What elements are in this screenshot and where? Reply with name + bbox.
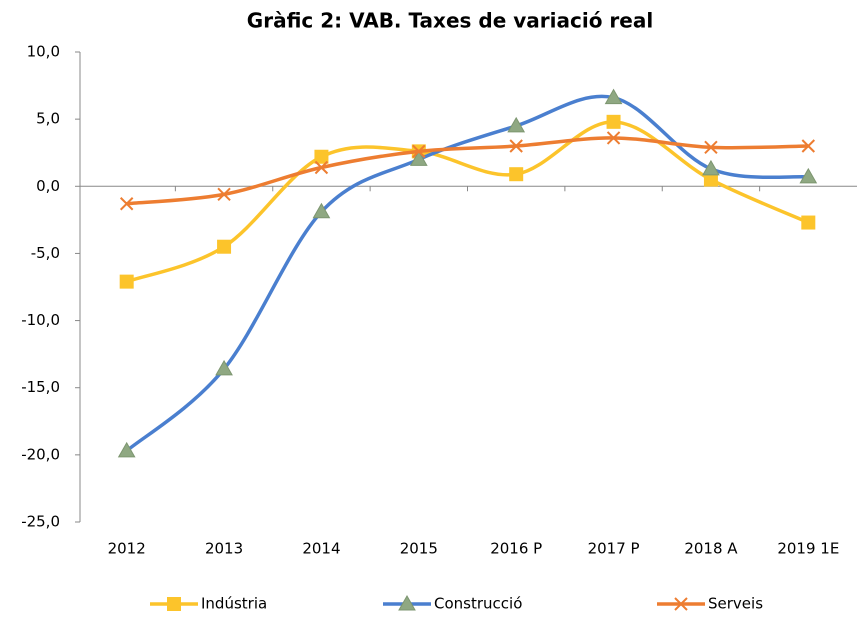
chart-title: Gràfic 2: VAB. Taxes de variació real	[247, 9, 653, 33]
x-tick-label: 2012	[108, 540, 146, 558]
marker	[604, 88, 623, 105]
marker	[314, 160, 329, 175]
marker	[412, 144, 426, 159]
marker	[409, 150, 428, 166]
series-line	[126, 120, 810, 284]
x-tick-label: 2016 P	[490, 540, 542, 558]
marker	[217, 187, 231, 202]
marker	[703, 172, 718, 187]
marker	[507, 116, 526, 133]
marker	[117, 441, 136, 458]
y-tick-label: 10,0	[27, 43, 60, 61]
marker	[119, 274, 134, 289]
marker	[799, 167, 818, 184]
marker	[674, 597, 688, 611]
y-tick-label: -25,0	[21, 513, 60, 531]
x-tick-label: 2019 1E	[777, 540, 839, 558]
marker	[167, 597, 181, 611]
x-tick-label: 2015	[400, 540, 438, 558]
y-tick-label: -5,0	[31, 244, 60, 262]
marker	[314, 149, 329, 164]
marker	[606, 131, 621, 145]
legend-label: Serveis	[708, 595, 763, 613]
marker	[704, 140, 718, 155]
y-tick-label: 5,0	[36, 110, 60, 128]
marker	[217, 239, 232, 254]
marker	[398, 594, 416, 611]
legend-label: Indústria	[201, 595, 267, 613]
x-tick-label: 2018 A	[684, 540, 738, 558]
y-tick-label: 0,0	[36, 177, 60, 195]
x-tick-label: 2014	[302, 540, 340, 558]
y-tick-label: -20,0	[21, 445, 60, 463]
series-line	[125, 94, 809, 453]
y-tick-label: -15,0	[21, 378, 60, 396]
legend-label: Construcció	[434, 595, 522, 613]
marker	[606, 114, 621, 129]
marker	[509, 139, 523, 153]
marker	[801, 215, 816, 230]
marker	[119, 197, 134, 211]
y-tick-label: -10,0	[21, 311, 60, 329]
marker	[702, 159, 720, 176]
x-tick-label: 2013	[205, 540, 243, 558]
marker	[312, 202, 331, 219]
marker	[509, 167, 524, 182]
x-tick-label: 2017 P	[588, 540, 640, 558]
series-line	[126, 136, 809, 206]
marker	[215, 359, 233, 376]
marker	[801, 139, 816, 153]
